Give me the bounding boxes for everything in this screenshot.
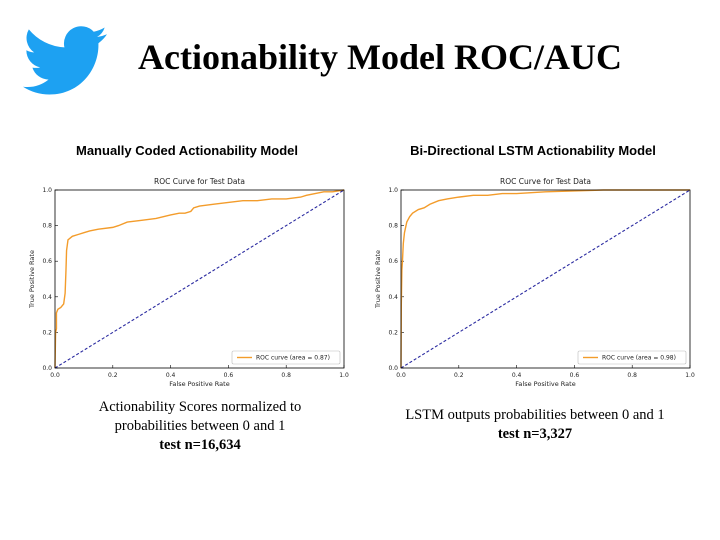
- manual-model-caption: Actionability Scores normalized to proba…: [40, 398, 360, 455]
- y-tick-label: 0.0: [42, 365, 52, 372]
- manual-caption-test-n: test n=16,634: [159, 437, 241, 453]
- manual-model-panel: Manually Coded Actionability Model ROC C…: [22, 140, 352, 394]
- chance-diagonal-line: [400, 189, 691, 369]
- x-tick-label: 0.0: [396, 372, 406, 379]
- x-axis-label: False Positive Rate: [515, 380, 575, 388]
- x-tick-label: 0.6: [570, 372, 580, 379]
- x-tick-label: 0.8: [281, 372, 291, 379]
- y-tick-label: 0.4: [388, 294, 398, 301]
- y-tick-label: 0.0: [388, 365, 398, 372]
- lstm-caption-line-1: LSTM outputs probabilities between 0 and…: [405, 407, 665, 423]
- slide-title: Actionability Model ROC/AUC: [138, 37, 622, 77]
- twitter-bird-icon: [23, 26, 107, 95]
- legend-label: ROC curve (area = 0.98): [602, 355, 676, 362]
- lstm-model-heading: Bi-Directional LSTM Actionability Model: [410, 143, 656, 158]
- manual-model-heading: Manually Coded Actionability Model: [76, 143, 298, 158]
- x-tick-label: 0.4: [512, 372, 522, 379]
- x-tick-label: 0.6: [224, 372, 234, 379]
- manual-caption-line-2: probabilities between 0 and 1: [114, 418, 286, 434]
- chance-diagonal-line: [54, 189, 345, 369]
- x-tick-label: 0.0: [50, 372, 60, 379]
- lstm-caption-test-n: test n=3,327: [497, 426, 573, 442]
- chart-title: ROC Curve for Test Data: [154, 177, 245, 186]
- plot-frame: [400, 189, 691, 369]
- x-tick-label: 0.2: [108, 372, 118, 379]
- manual-model-roc-chart: ROC Curve for Test Data 0.0 0.2 0.4 0.6 0.8 1.…: [28, 177, 349, 388]
- y-tick-label: 0.6: [42, 258, 52, 265]
- x-tick-label: 1.0: [685, 372, 695, 379]
- x-tick-label: 1.0: [339, 372, 349, 379]
- x-tick-label: 0.4: [166, 372, 176, 379]
- y-tick-label: 1.0: [388, 187, 398, 194]
- plot-frame: [54, 189, 345, 369]
- x-tick-label: 0.8: [627, 372, 637, 379]
- y-axis-label: True Positive Rate: [28, 250, 36, 309]
- y-tick-label: 0.2: [42, 329, 52, 336]
- lstm-model-caption: LSTM outputs probabilities between 0 and…: [380, 406, 690, 444]
- y-tick-label: 0.2: [388, 329, 398, 336]
- x-tick-label: 0.2: [454, 372, 464, 379]
- y-tick-label: 0.8: [42, 223, 52, 230]
- chart-title: ROC Curve for Test Data: [500, 177, 591, 186]
- legend-box: [231, 350, 341, 365]
- y-axis-label: True Positive Rate: [374, 250, 382, 309]
- legend-box: [577, 350, 687, 365]
- lstm-model-panel: Bi-Directional LSTM Actionability Model …: [368, 140, 698, 394]
- y-tick-label: 0.8: [388, 223, 398, 230]
- roc-curve-line: [400, 189, 690, 369]
- y-tick-label: 1.0: [42, 187, 52, 194]
- legend-label: ROC curve (area = 0.87): [256, 355, 330, 362]
- y-tick-label: 0.4: [42, 294, 52, 301]
- lstm-model-roc-chart: ROC Curve for Test Data 0.0 0.2 0.4 0.6 0.8 1.…: [374, 177, 695, 388]
- roc-curve-line: [54, 189, 345, 369]
- x-axis-label: False Positive Rate: [169, 380, 229, 388]
- manual-caption-line-1: Actionability Scores normalized to: [98, 399, 302, 415]
- y-tick-label: 0.6: [388, 258, 398, 265]
